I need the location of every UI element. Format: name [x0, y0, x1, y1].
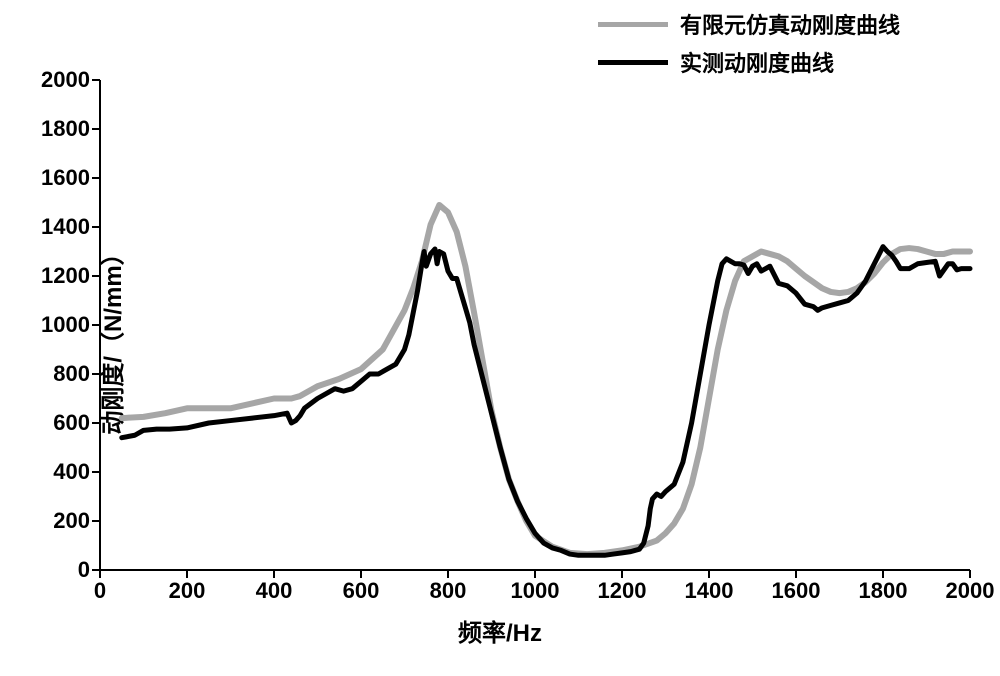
x-tick-label: 400 [256, 578, 293, 604]
legend-swatch-measured [598, 60, 668, 65]
legend: 有限元仿真动刚度曲线 实测动刚度曲线 [598, 8, 900, 84]
y-tick-label: 200 [53, 508, 90, 534]
x-tick-label: 1800 [859, 578, 908, 604]
y-tick-label: 400 [53, 459, 90, 485]
x-tick-label: 1600 [772, 578, 821, 604]
x-tick-label: 600 [343, 578, 380, 604]
y-tick-label: 0 [78, 557, 90, 583]
legend-swatch-fem [598, 22, 668, 27]
y-tick-label: 1600 [41, 165, 90, 191]
plot-area: 0200400600800100012001400160018002000020… [100, 80, 970, 570]
legend-label-fem: 有限元仿真动刚度曲线 [680, 8, 900, 40]
plot-svg [100, 80, 970, 570]
y-tick-label: 1800 [41, 116, 90, 142]
x-tick-label: 0 [94, 578, 106, 604]
x-tick-label: 1200 [598, 578, 647, 604]
y-tick-label: 1200 [41, 263, 90, 289]
y-tick-label: 600 [53, 410, 90, 436]
legend-item-fem: 有限元仿真动刚度曲线 [598, 8, 900, 40]
x-tick-label: 200 [169, 578, 206, 604]
x-tick-label: 1400 [685, 578, 734, 604]
x-tick-label: 2000 [946, 578, 995, 604]
chart-container: 有限元仿真动刚度曲线 实测动刚度曲线 动刚度/（N/mm） 频率/Hz 0200… [0, 0, 1000, 676]
legend-label-measured: 实测动刚度曲线 [680, 46, 834, 78]
y-tick-label: 1000 [41, 312, 90, 338]
legend-item-measured: 实测动刚度曲线 [598, 46, 900, 78]
y-tick-label: 1400 [41, 214, 90, 240]
x-tick-label: 1000 [511, 578, 560, 604]
y-tick-label: 800 [53, 361, 90, 387]
x-tick-label: 800 [430, 578, 467, 604]
y-tick-label: 2000 [41, 67, 90, 93]
x-axis-label: 频率/Hz [458, 613, 542, 648]
series-fem [122, 205, 970, 554]
